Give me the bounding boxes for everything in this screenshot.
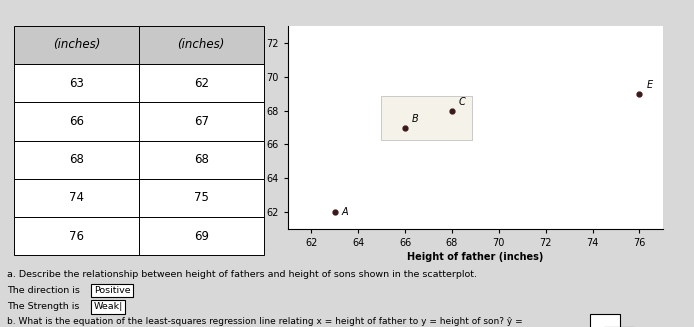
Text: A: A bbox=[342, 207, 348, 217]
Text: B: B bbox=[412, 114, 419, 124]
Text: C: C bbox=[459, 97, 466, 107]
Y-axis label: Height of son (inche: Height of son (inche bbox=[253, 72, 262, 183]
Text: a. Describe the relationship between height of fathers and height of sons shown : a. Describe the relationship between hei… bbox=[7, 270, 477, 279]
FancyBboxPatch shape bbox=[380, 96, 472, 140]
Text: The Strength is: The Strength is bbox=[7, 302, 79, 312]
Text: E: E bbox=[646, 80, 652, 90]
Text: Positive: Positive bbox=[94, 286, 130, 295]
Text: The direction is: The direction is bbox=[7, 286, 80, 295]
Text: b. What is the equation of the least-squares regression line relating x = height: b. What is the equation of the least-squ… bbox=[7, 317, 523, 326]
X-axis label: Height of father (inches): Height of father (inches) bbox=[407, 252, 543, 262]
Text: Weak|: Weak| bbox=[94, 302, 123, 312]
